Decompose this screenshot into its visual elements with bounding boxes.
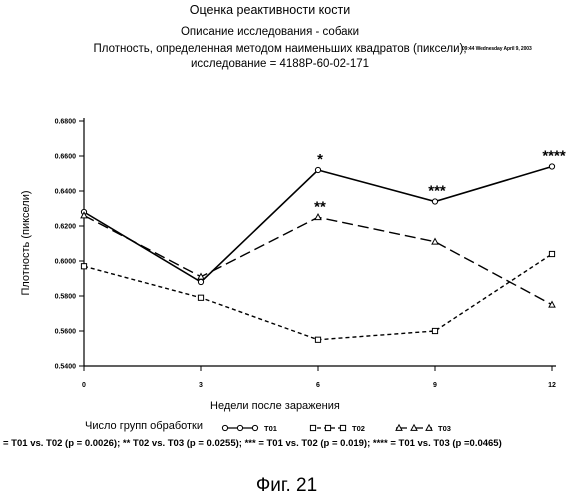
y-tick-label: 0.6600	[55, 154, 77, 161]
data-point-t01	[315, 167, 320, 172]
y-tick-label: 0.6200	[55, 224, 77, 231]
significance-footnote: = T01 vs. T02 (p = 0.0026); ** T02 vs. T…	[3, 438, 563, 450]
series-line-t03	[84, 216, 552, 305]
legend-marker-t01	[237, 425, 242, 430]
y-axis-label: Плотность (пиксели)	[20, 190, 32, 295]
y-tick-label: 0.6800	[55, 119, 77, 126]
legend-marker-t02	[340, 425, 345, 430]
significance-marker: *	[317, 151, 323, 168]
significance-marker: ***	[428, 183, 446, 200]
figure-label: Фиг. 21	[0, 475, 573, 497]
legend-marker-t02	[310, 425, 315, 430]
data-point-t02	[81, 264, 86, 269]
data-point-t01	[549, 164, 554, 169]
chart-axes: 0.5400 0.5600 0.5800 0.6000 0.6200 0.6400 0.66…	[55, 118, 556, 389]
y-tick-label: 0.5400	[55, 364, 77, 371]
data-point-t01	[432, 199, 437, 204]
line-chart: 0.5400 0.5600 0.5800 0.6000 0.6200 0.6400 0.66…	[0, 0, 573, 400]
x-axis-label: Недели после заражения	[210, 400, 340, 412]
y-tick-label: 0.5800	[55, 294, 77, 301]
chart-legend: T01 T02 T03	[220, 420, 480, 434]
data-point-t02	[549, 251, 554, 256]
data-point-t02	[432, 328, 437, 333]
legend-marker-t01	[252, 425, 257, 430]
x-tick-label: 0	[82, 382, 86, 389]
legend-marker-t02	[325, 425, 330, 430]
legend-label-t02: T02	[352, 424, 365, 433]
legend-label-t03: T03	[438, 424, 451, 433]
series-line-t01	[84, 167, 552, 283]
data-point-t02	[198, 295, 203, 300]
chart-series	[81, 164, 555, 342]
y-tick-label: 0.5600	[55, 329, 77, 336]
x-tick-label: 12	[548, 382, 556, 389]
significance-marker: ****	[542, 148, 566, 165]
significance-marker: **	[314, 198, 326, 215]
y-tick-label: 0.6400	[55, 189, 77, 196]
x-tick-label: 6	[316, 382, 320, 389]
data-point-t03	[432, 239, 438, 245]
data-point-t01	[198, 279, 203, 284]
chart-annotations: **********	[314, 148, 566, 216]
x-tick-label: 3	[199, 382, 203, 389]
x-tick-label: 9	[433, 382, 437, 389]
legend-label-t01: T01	[264, 424, 277, 433]
legend-marker-t01	[222, 425, 227, 430]
legend-title: Число групп обработки	[85, 420, 203, 432]
y-tick-label: 0.6000	[55, 259, 77, 266]
data-point-t02	[315, 337, 320, 342]
